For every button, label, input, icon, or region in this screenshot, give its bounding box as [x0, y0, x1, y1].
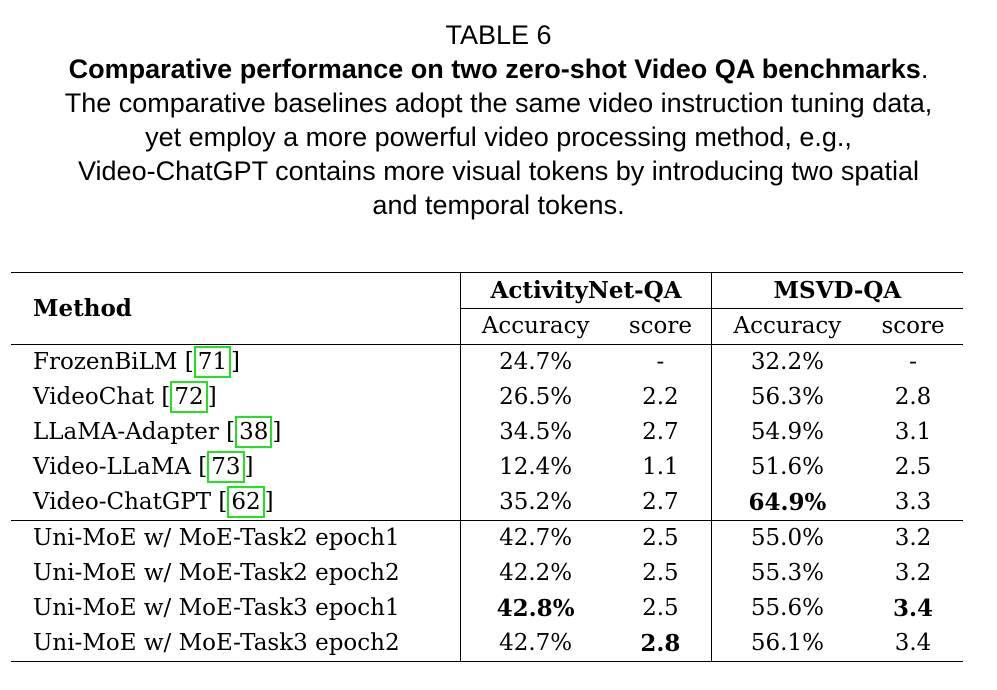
value-cell: 42.7%	[460, 520, 610, 556]
value-cell: 2.5	[642, 560, 679, 586]
method-name: Uni-MoE w/ MoE-Task2 epoch2	[33, 560, 400, 586]
caption-line-1: The comparative baselines adopt the same…	[64, 88, 933, 118]
subheader-accuracy: Accuracy	[710, 308, 864, 345]
value-cell: 3.4	[863, 626, 963, 662]
method-cell: Uni-MoE w/ MoE-Task2 epoch1	[11, 520, 461, 556]
table-body: FrozenBiLM [71] 24.7% -32.2% - VideoChat [72…	[11, 344, 963, 662]
method-name: Uni-MoE w/ MoE-Task3 epoch1	[33, 595, 400, 621]
caption-title: Comparative performance on two zero-shot…	[0, 52, 997, 86]
method-cell: VideoChat [72]	[11, 380, 461, 415]
value-cell: 51.6%	[710, 450, 864, 485]
value-cell: 3.2	[894, 560, 932, 586]
value-cell: 56.1%	[710, 626, 864, 662]
table-row: Uni-MoE w/ MoE-Task3 epoch2 42.7% 2.8 56.1%…	[11, 626, 963, 662]
header-row-groups: Method ActivityNet-QA MSVD-QA	[11, 272, 963, 345]
table-row: FrozenBiLM [71] 24.7% -32.2% -	[11, 344, 963, 380]
method-cell: LLaMA-Adapter [38]	[11, 415, 461, 450]
value-cell: 55.3%	[710, 556, 864, 591]
subheader-score: score	[881, 313, 945, 339]
value-cell: 55.0%	[710, 520, 864, 556]
method-name: Uni-MoE w/ MoE-Task3 epoch2	[33, 630, 400, 656]
method-name: Video-LLaMA	[33, 454, 191, 480]
value-cell: -	[863, 344, 963, 380]
method-header: Method	[11, 272, 461, 345]
value-cell: 3.1	[894, 419, 932, 445]
value-cell: 1.1	[642, 454, 679, 480]
value-cell: 3.3	[894, 489, 932, 515]
value-cell: 32.2%	[710, 344, 864, 380]
header-row-metrics: Accuracy score Accuracy score	[11, 308, 963, 345]
value-cell: 3.4	[893, 595, 934, 622]
value-cell: 3.2	[863, 520, 963, 556]
value-cell: 2.5	[894, 454, 932, 480]
value-cell: 54.9%	[710, 415, 864, 450]
citation-link[interactable]: 71	[193, 346, 232, 378]
value-cell: 12.4%	[460, 450, 610, 485]
value-cell: 42.2%	[460, 556, 610, 591]
method-cell: Video-ChatGPT [62]	[11, 485, 461, 521]
method-cell: Uni-MoE w/ MoE-Task2 epoch2	[11, 556, 461, 591]
value-cell: 35.2%	[460, 485, 610, 521]
value-cell: 42.8%	[460, 591, 610, 626]
value-cell: 2.2	[642, 384, 679, 410]
citation-link[interactable]: 72	[170, 381, 208, 413]
value-cell: -	[609, 344, 712, 380]
table-caption: TABLE 6 Comparative performance on two z…	[0, 18, 997, 222]
citation-link[interactable]: 62	[227, 486, 265, 518]
method-name: LLaMA-Adapter	[33, 419, 219, 445]
value-cell: 2.5	[609, 520, 712, 556]
method-cell: FrozenBiLM [71]	[11, 344, 461, 380]
method-name: FrozenBiLM	[33, 349, 178, 375]
table-row: Uni-MoE w/ MoE-Task2 epoch2 42.2% 2.5 55.3%…	[11, 556, 963, 591]
table-number: TABLE 6	[445, 20, 552, 50]
value-cell: 2.7	[642, 419, 679, 445]
method-name: Video-ChatGPT	[33, 489, 212, 515]
caption-line-4: and temporal tokens.	[372, 190, 625, 220]
results-table: Method ActivityNet-QA MSVD-QA Accuracy s…	[11, 272, 963, 662]
table-row: Video-LLaMA [73] 12.4% 1.1 51.6% 2.5	[11, 450, 963, 485]
group-header-msvd: MSVD-QA	[710, 272, 963, 309]
method-name: Uni-MoE w/ MoE-Task2 epoch1	[33, 525, 400, 551]
table-row: Uni-MoE w/ MoE-Task3 epoch1 42.8% 2.5 55.6%…	[11, 591, 963, 626]
citation-link[interactable]: 73	[207, 451, 245, 483]
value-cell: 2.8	[894, 384, 932, 410]
method-cell: Uni-MoE w/ MoE-Task3 epoch2	[11, 626, 461, 662]
method-cell: Uni-MoE w/ MoE-Task3 epoch1	[11, 591, 461, 626]
value-cell: 64.9%	[710, 485, 864, 521]
value-cell: 34.5%	[460, 415, 610, 450]
table-row: Video-ChatGPT [62] 35.2% 2.7 64.9% 3.3	[11, 485, 963, 521]
caption-line-2: yet employ a more powerful video process…	[145, 122, 852, 152]
value-cell: 56.3%	[710, 380, 864, 415]
citation-link[interactable]: 38	[235, 416, 273, 448]
value-cell: 24.7%	[460, 344, 610, 380]
caption-line-3: Video-ChatGPT contains more visual token…	[78, 156, 919, 186]
value-cell: 2.5	[642, 595, 679, 621]
table-row: Uni-MoE w/ MoE-Task2 epoch1 42.7% 2.5 55.0%…	[11, 520, 963, 556]
method-name: VideoChat	[33, 384, 155, 410]
subheader-score: score	[628, 313, 692, 339]
group-header-activitynet: ActivityNet-QA	[460, 272, 712, 309]
subheader-accuracy: Accuracy	[460, 308, 610, 345]
table-row: VideoChat [72] 26.5% 2.2 56.3% 2.8	[11, 380, 963, 415]
table-row: LLaMA-Adapter [38] 34.5% 2.7 54.9% 3.1	[11, 415, 963, 450]
value-cell: 26.5%	[460, 380, 610, 415]
value-cell: 2.8	[609, 626, 712, 662]
value-cell: 42.7%	[460, 626, 610, 662]
value-cell: 55.6%	[710, 591, 864, 626]
method-cell: Video-LLaMA [73]	[11, 450, 461, 485]
caption-title-period: .	[920, 54, 929, 84]
caption-title-bold: Comparative performance on two zero-shot…	[68, 54, 921, 84]
value-cell: 2.7	[642, 489, 679, 515]
